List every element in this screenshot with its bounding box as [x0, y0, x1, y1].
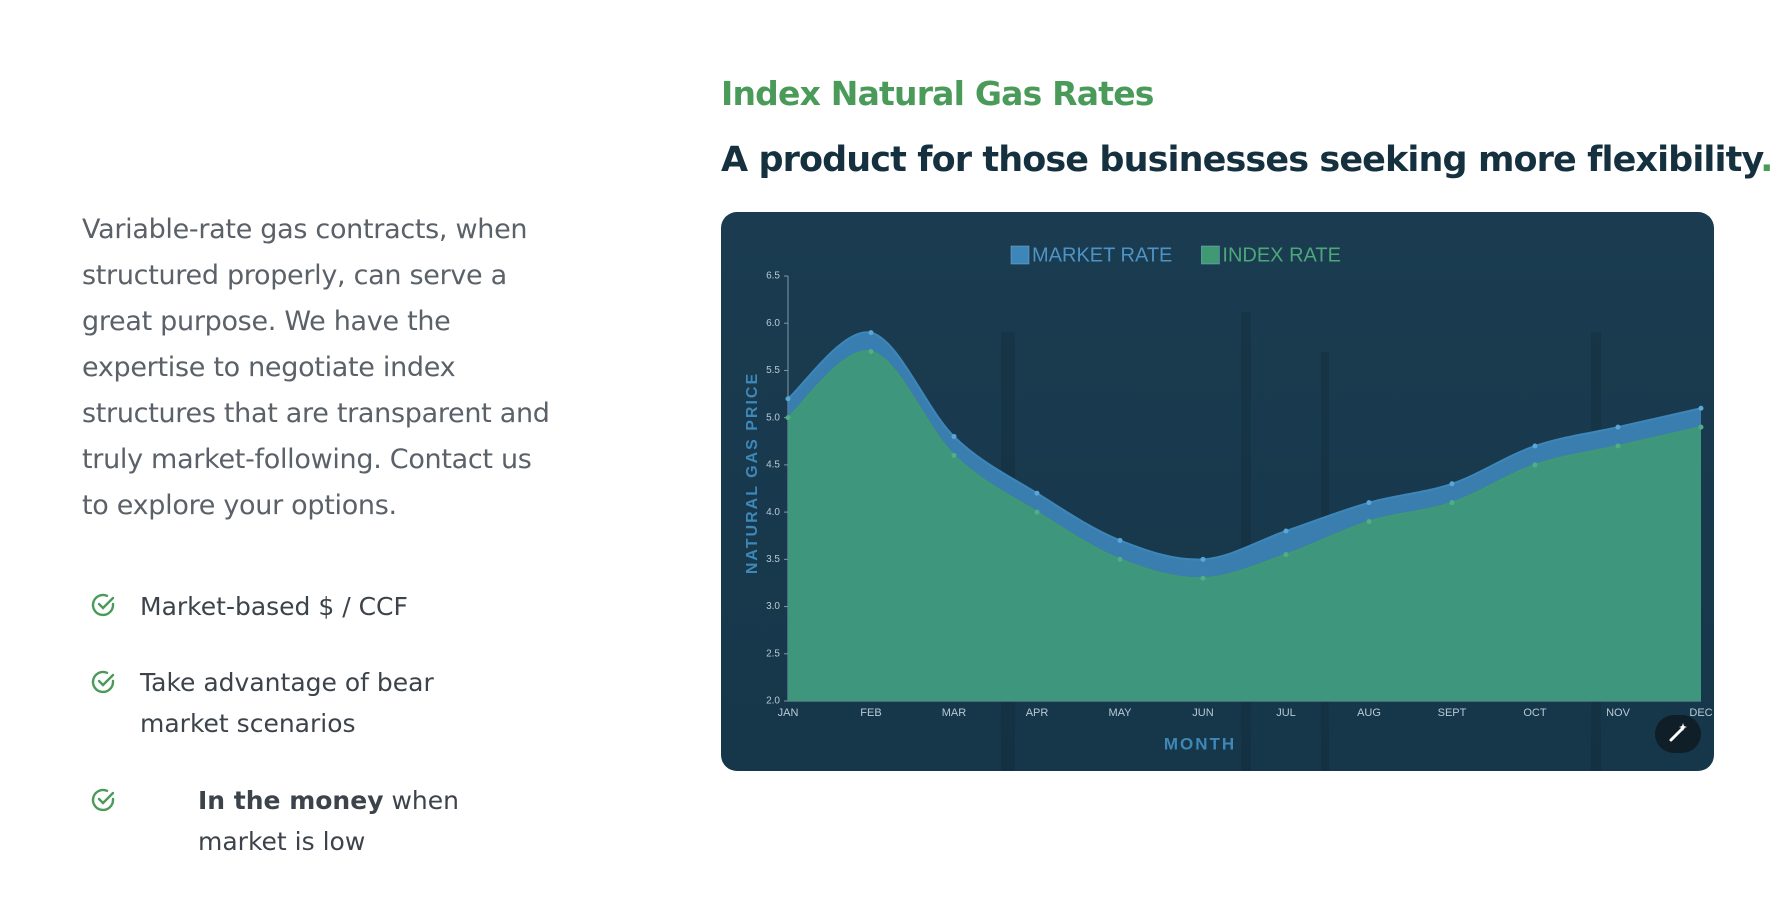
y-tick-label: 5.0 [766, 412, 780, 423]
x-tick-label: FEB [860, 707, 881, 719]
y-tick-label: 2.0 [766, 696, 780, 707]
point [1117, 556, 1123, 562]
point [1366, 500, 1372, 506]
x-tick-label: NOV [1606, 707, 1631, 719]
y-tick-label: 4.5 [766, 460, 780, 471]
point [1283, 528, 1289, 534]
point [785, 396, 791, 402]
point [1034, 490, 1040, 496]
x-tick-label: JAN [778, 707, 799, 719]
x-tick-label: SEPT [1438, 707, 1467, 719]
eyebrow: Index Natural Gas Rates [721, 74, 1154, 113]
point [785, 415, 791, 421]
point [951, 434, 957, 440]
point [1034, 509, 1040, 515]
heading-text: A product for those businesses seeking m… [721, 140, 1761, 180]
intro-text: Variable-rate gas contracts, when struct… [82, 214, 550, 521]
point [1117, 537, 1123, 543]
chart: NATURAL GAS PRICE MONTH 2.0 2.5 3.0 3.5 4.0 4… [744, 244, 1713, 771]
legend-swatch [1010, 245, 1030, 265]
legend-label: INDEX RATE [1222, 244, 1341, 266]
line [787, 350, 1702, 580]
point [1200, 556, 1206, 562]
check-icon [91, 593, 115, 617]
point [1449, 500, 1455, 506]
y-tick-label: 5.5 [766, 365, 780, 376]
point [1283, 552, 1289, 558]
point [1615, 424, 1621, 430]
y-tick-label: 3.5 [766, 554, 780, 565]
x-tick-label: APR [1026, 707, 1049, 719]
point [1200, 575, 1206, 581]
x-tick-label: AUG [1357, 707, 1381, 719]
y-tick-label: 2.5 [766, 648, 780, 659]
heading-accent: . [1760, 140, 1773, 180]
check-icon [91, 670, 115, 694]
point [1615, 443, 1621, 449]
x-tick-label: DEC [1689, 707, 1712, 719]
check-icon [91, 788, 115, 812]
feature-item: In the money when market is low [198, 780, 538, 862]
y-tick-label: 3.0 [766, 601, 780, 612]
feature-text: when market is low [198, 786, 467, 856]
feature-text: Take advantage of bear market scenarios [140, 668, 434, 738]
x-axis-title: MONTH [1164, 734, 1236, 753]
point [868, 349, 874, 355]
magic-icon [1669, 723, 1687, 742]
x-tick-label: OCT [1523, 707, 1547, 719]
point [951, 452, 957, 458]
point [1698, 424, 1704, 430]
magic-edit-button[interactable] [1655, 715, 1701, 753]
y-tick-label: 6.5 [766, 271, 780, 282]
point [1532, 443, 1538, 449]
point [1698, 405, 1704, 411]
point [868, 330, 874, 336]
area [788, 351, 1701, 701]
x-tick-label: MAY [1108, 707, 1132, 719]
x-tick-label: MAR [942, 707, 967, 719]
x-tick-label: JUN [1192, 707, 1213, 719]
legend-label: MARKET RATE [1032, 244, 1172, 266]
chart-card: NATURAL GAS PRICE MONTH 2.0 2.5 3.0 3.5 4.0 4… [721, 212, 1714, 771]
x-tick-label: JUL [1276, 707, 1296, 719]
line [787, 331, 1702, 561]
feature-text: Market-based $ / CCF [140, 592, 408, 621]
y-tick-label: 6.0 [766, 318, 780, 329]
point [1449, 481, 1455, 487]
point [1532, 462, 1538, 468]
y-axis-title: NATURAL GAS PRICE [744, 372, 761, 574]
legend-swatch [1201, 245, 1220, 265]
feature-bold: In the money [198, 786, 384, 815]
heading: A product for those businesses seeking m… [721, 140, 1774, 180]
y-tick-label: 4.0 [766, 507, 780, 518]
point [1366, 519, 1372, 525]
